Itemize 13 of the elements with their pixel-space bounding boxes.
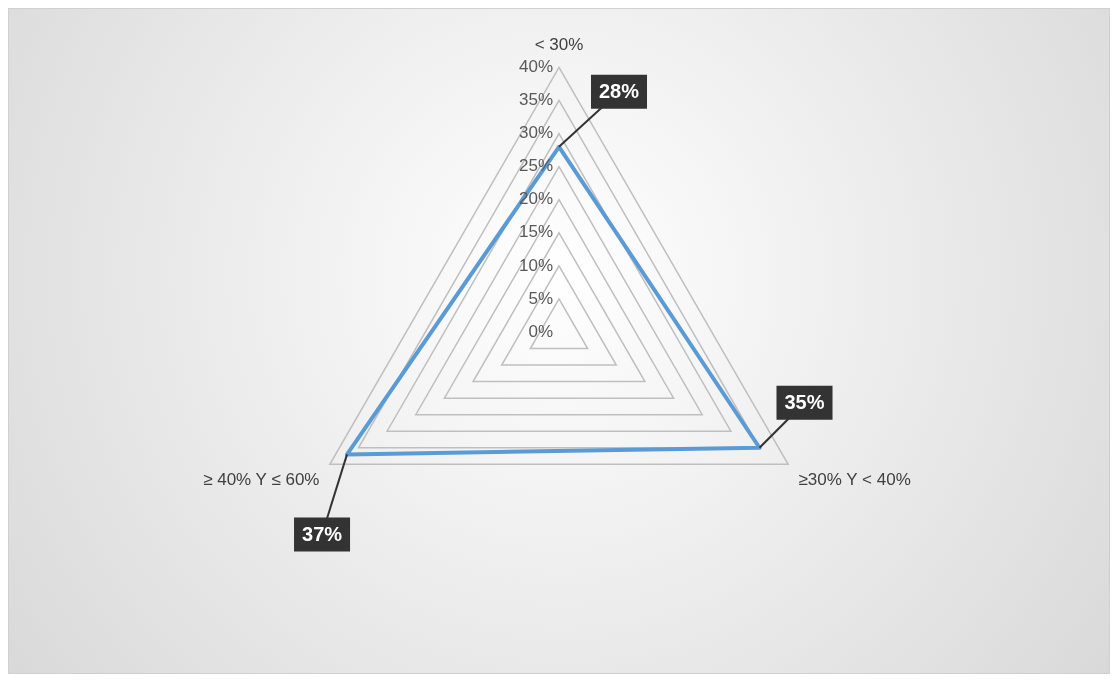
y-tick-label: 30% <box>518 123 553 143</box>
data-label: 28% <box>598 80 640 103</box>
y-tick-label: 35% <box>518 90 553 110</box>
data-label: 35% <box>784 391 825 414</box>
spoke-label: ≥ 40% Y ≤ 60% <box>203 470 320 490</box>
spoke-label: ≥30% Y < 40% <box>798 470 911 490</box>
y-tick-label: 40% <box>518 57 553 77</box>
spoke-label: < 30% <box>534 34 584 54</box>
y-tick-label: 0% <box>528 321 553 341</box>
y-tick-label: 5% <box>528 288 553 308</box>
data-label: 37% <box>302 522 343 545</box>
y-tick-label: 10% <box>518 255 553 275</box>
y-tick-label: 15% <box>518 222 553 242</box>
